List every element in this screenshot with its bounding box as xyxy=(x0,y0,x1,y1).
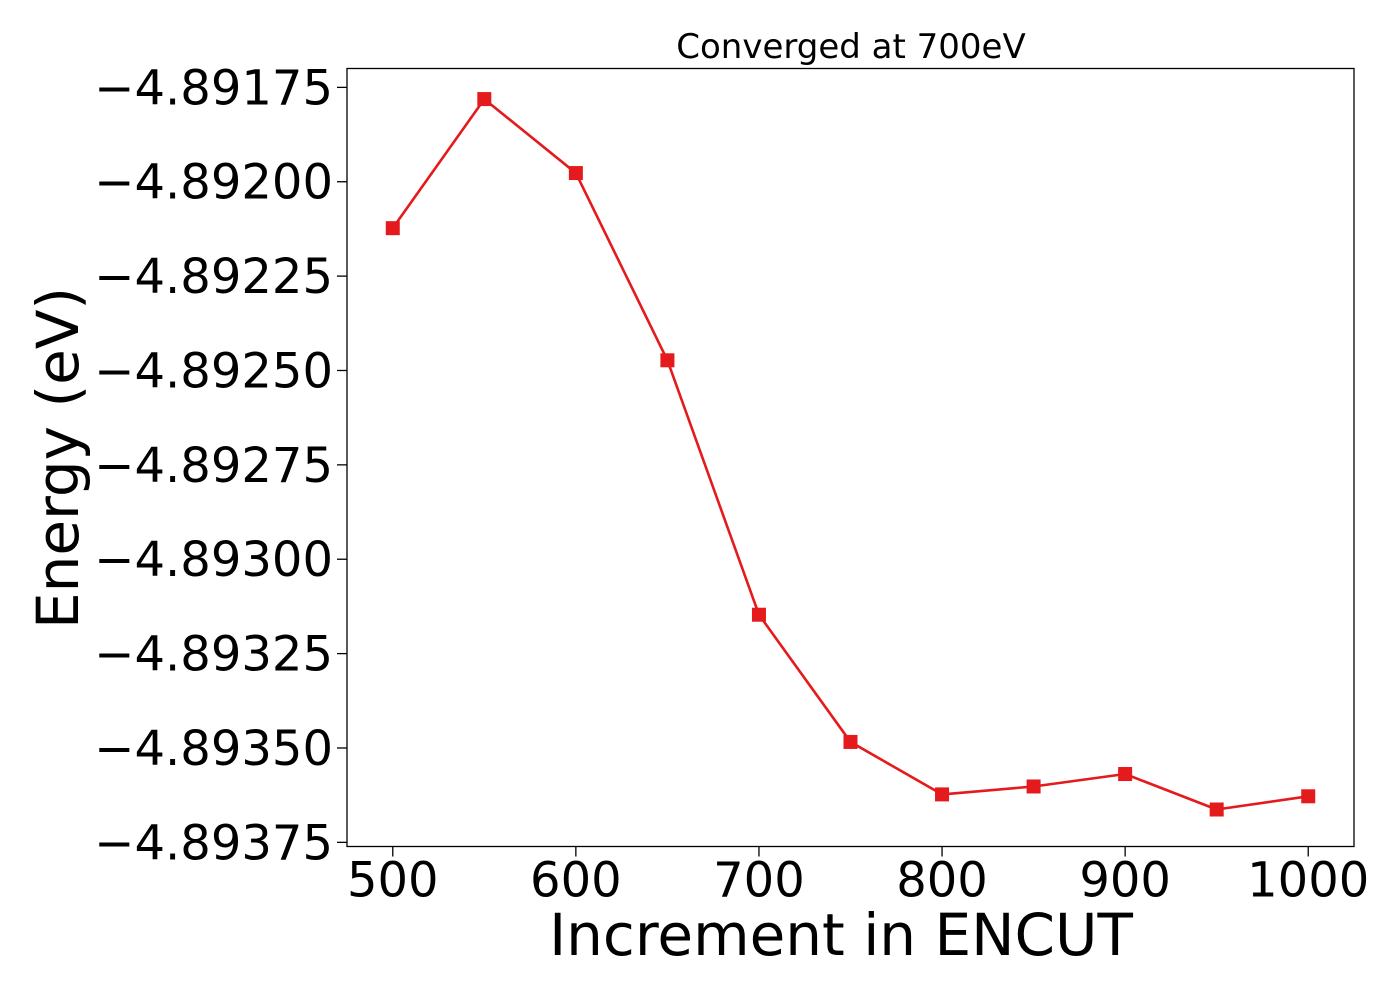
y-tick-label: −4.89300 xyxy=(94,532,333,588)
series-layer xyxy=(385,92,1316,817)
series-line xyxy=(391,97,1309,811)
data-point-marker xyxy=(751,607,766,622)
y-tick-label: −4.89200 xyxy=(94,155,333,211)
data-point-marker xyxy=(1026,779,1041,794)
data-point-marker xyxy=(477,92,492,107)
data-point-marker xyxy=(1301,789,1316,804)
x-tick-label: 900 xyxy=(1079,853,1171,909)
data-point-marker xyxy=(1118,767,1133,782)
y-tick-label: −4.89225 xyxy=(94,249,333,305)
x-axis-ticks: 500 600 700 800 900 1000 xyxy=(347,846,1369,909)
chart-title: Converged at 700eV xyxy=(676,27,1025,67)
data-point-marker xyxy=(385,221,400,236)
data-point-marker xyxy=(843,734,858,749)
x-tick-label: 1000 xyxy=(1247,853,1369,909)
plot-frame xyxy=(346,67,1355,848)
x-tick-label: 700 xyxy=(713,853,805,909)
y-axis-label: Energy (eV) xyxy=(24,287,92,629)
y-tick-label: −4.89325 xyxy=(94,627,333,683)
y-tick-label: −4.89375 xyxy=(94,815,333,871)
data-point-marker xyxy=(1209,802,1224,817)
y-tick-label: −4.89175 xyxy=(94,60,333,116)
x-tick-label: 800 xyxy=(896,853,988,909)
x-axis-label: Increment in ENCUT xyxy=(549,901,1133,969)
data-point-marker xyxy=(568,166,583,181)
x-tick-label: 500 xyxy=(347,853,439,909)
y-tick-label: −4.89250 xyxy=(94,343,333,399)
y-tick-label: −4.89350 xyxy=(94,721,333,777)
y-axis-ticks: −4.89175 −4.89200 −4.89225 −4.89250 −4.89275… xyxy=(94,60,347,871)
data-point-marker xyxy=(935,787,950,802)
data-point-marker xyxy=(660,353,675,368)
y-tick-label: −4.89275 xyxy=(94,438,333,494)
x-tick-label: 600 xyxy=(530,853,622,909)
